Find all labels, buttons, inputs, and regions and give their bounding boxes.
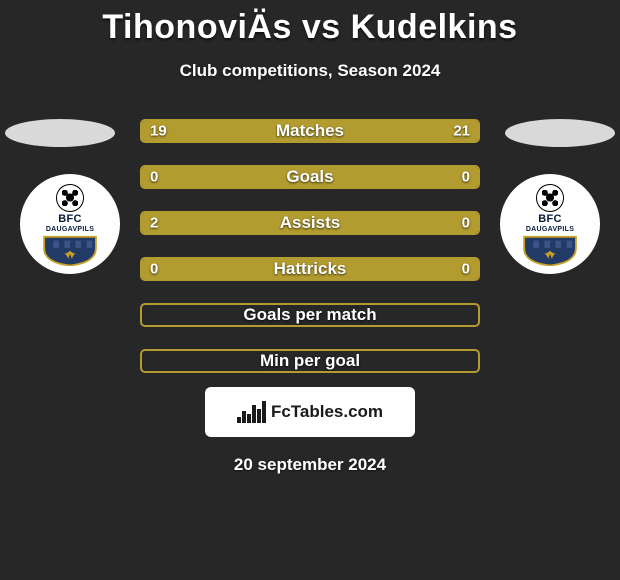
stat-fill-full (142, 259, 478, 279)
source-logo: FcTables.com (205, 387, 415, 437)
crest-line1: BFC (58, 213, 82, 225)
soccer-ball-icon (56, 184, 84, 212)
stat-bars: Matches1921 Goals00 Assists20 Hattricks00 Go… (140, 119, 480, 373)
snapshot-date: 20 september 2024 (0, 455, 620, 475)
stat-row: Assists20 (140, 211, 480, 235)
crest-content: BFC DAUGAVPILS (508, 182, 592, 266)
stat-row: Goals per match (140, 303, 480, 327)
player-shadow-left (5, 119, 115, 147)
stat-fill-right (302, 121, 478, 141)
stat-fill-left (142, 213, 478, 233)
crest-line1: BFC (538, 213, 562, 225)
page-title: TihonoviÄs vs Kudelkins (0, 0, 620, 47)
crest-text: BFC DAUGAVPILS (46, 214, 94, 233)
stat-row: Goals00 (140, 165, 480, 189)
shield-icon (520, 235, 580, 266)
stat-label: Goals per match (142, 305, 478, 325)
soccer-ball-icon (536, 184, 564, 212)
crest-text: BFC DAUGAVPILS (526, 214, 574, 233)
crest-content: BFC DAUGAVPILS (28, 182, 112, 266)
page-subtitle: Club competitions, Season 2024 (0, 61, 620, 81)
source-logo-text: FcTables.com (271, 402, 383, 422)
stat-label: Min per goal (142, 351, 478, 371)
club-crest-right: BFC DAUGAVPILS (500, 174, 600, 274)
bar-chart-icon (237, 401, 265, 423)
stat-fill-left (142, 121, 302, 141)
stat-fill-full (142, 167, 478, 187)
club-crest-left: BFC DAUGAVPILS (20, 174, 120, 274)
stat-row: Hattricks00 (140, 257, 480, 281)
crest-line2: DAUGAVPILS (526, 226, 574, 233)
stat-row: Matches1921 (140, 119, 480, 143)
stat-row: Min per goal (140, 349, 480, 373)
player-shadow-right (505, 119, 615, 147)
crest-line2: DAUGAVPILS (46, 226, 94, 233)
shield-icon (40, 235, 100, 266)
comparison-stage: BFC DAUGAVPILS BFC DAUGAVPILS (0, 119, 620, 373)
